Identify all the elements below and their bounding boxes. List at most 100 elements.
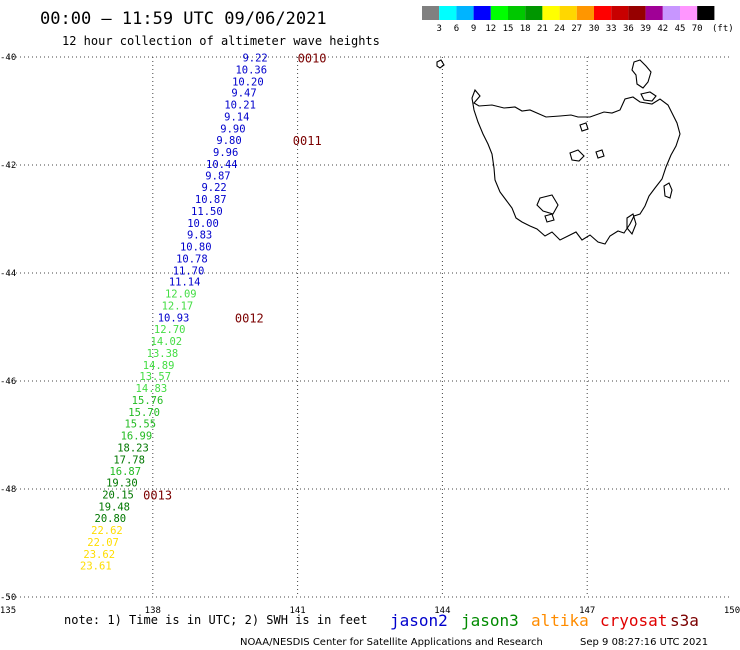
wave-height-value: 11.50 xyxy=(191,206,223,218)
wave-height-value: 9.22 xyxy=(201,182,226,194)
wave-height-value: 10.44 xyxy=(206,159,238,171)
scale-swatch xyxy=(697,6,715,20)
latitude-tick-labels: -40 -42 -44 -46 -48 -50 xyxy=(0,53,16,603)
wave-height-value: 18.23 xyxy=(117,442,149,454)
scale-swatch xyxy=(662,6,680,20)
satellite-legend-jason2: jason2 xyxy=(390,611,448,630)
arthur-lakes xyxy=(579,122,589,132)
color-scale: 3 6 9 12 15 18 21 24 27 30 33 36 39 42 45 70 xyxy=(422,6,715,34)
tasmania-mainland xyxy=(471,88,681,245)
wave-height-value: 9.47 xyxy=(231,88,256,100)
wave-height-value: 13.38 xyxy=(147,348,179,360)
scale-swatch xyxy=(508,6,526,20)
time-stamp-label: 0013 xyxy=(143,488,172,502)
scale-swatch xyxy=(680,6,698,20)
longitude-tick: 150 xyxy=(724,606,740,616)
cape-barren-island xyxy=(640,91,657,102)
scale-swatch xyxy=(456,6,474,20)
scale-swatch xyxy=(439,6,457,20)
satellite-legend-altika: altika xyxy=(531,611,589,630)
latitude-tick: -46 xyxy=(0,377,16,387)
time-stamp-label: 0011 xyxy=(293,134,322,148)
wave-height-value: 10.93 xyxy=(158,312,190,324)
lake-crescent xyxy=(595,149,605,159)
lake-gordon xyxy=(536,194,559,215)
scale-tick-label: 30 xyxy=(589,24,600,34)
wave-height-value: 12.17 xyxy=(162,300,194,312)
footer-note: note: 1) Time is in UTC; 2) SWH is in fe… xyxy=(64,613,367,627)
scale-swatch xyxy=(559,6,577,20)
latitude-tick: -40 xyxy=(0,53,16,63)
scale-swatch xyxy=(645,6,663,20)
scale-tick-label: 33 xyxy=(606,24,617,34)
wave-height-value: 11.14 xyxy=(169,277,201,289)
scale-swatch xyxy=(542,6,560,20)
wave-height-value: 19.30 xyxy=(106,478,138,490)
scale-tick-label: 36 xyxy=(623,24,634,34)
bruny-island xyxy=(626,213,637,236)
wave-height-value: 9.87 xyxy=(205,170,230,182)
scale-unit-label: (ft) xyxy=(712,24,734,34)
latitude-tick: -50 xyxy=(0,593,16,603)
wave-height-value: 15.70 xyxy=(128,407,160,419)
scale-tick-label: 18 xyxy=(520,24,531,34)
wave-height-value: 22.62 xyxy=(91,525,123,537)
lat-lon-grid xyxy=(8,56,732,598)
longitude-tick: 138 xyxy=(145,606,161,616)
scale-tick-label: 24 xyxy=(554,24,565,34)
scale-tick-label: 21 xyxy=(537,24,548,34)
scale-tick-label: 42 xyxy=(657,24,668,34)
scale-tick-label: 9 xyxy=(471,24,476,34)
scale-tick-label: 3 xyxy=(436,24,441,34)
lake-pedder xyxy=(544,213,555,223)
longitude-tick: 147 xyxy=(579,606,595,616)
wave-height-value: 10.80 xyxy=(180,242,212,254)
satellite-legend-cryosat: cryosat xyxy=(600,611,667,630)
latitude-tick: -48 xyxy=(0,485,16,495)
wave-height-value: 10.78 xyxy=(176,253,208,265)
scale-swatch xyxy=(525,6,543,20)
scale-swatch xyxy=(628,6,646,20)
king-island xyxy=(436,59,445,69)
wave-height-value: 23.62 xyxy=(83,549,115,561)
wave-height-value: 9.83 xyxy=(187,230,212,242)
scale-tick-label: 45 xyxy=(675,24,686,34)
latitude-tick: -44 xyxy=(0,269,16,279)
scale-tick-label: 6 xyxy=(454,24,459,34)
scale-swatch xyxy=(422,6,440,20)
altimeter-observations: 9.2210.3610.209.4710.219.149.909.809.961… xyxy=(80,53,268,573)
lake-great xyxy=(569,149,585,162)
footer-credit: NOAA/NESDIS Center for Satellite Applica… xyxy=(240,637,543,648)
wave-height-value: 17.78 xyxy=(113,454,145,466)
wave-height-value: 23.61 xyxy=(80,561,112,573)
scale-swatch xyxy=(473,6,491,20)
latitude-tick: -42 xyxy=(0,161,16,171)
time-stamp-label: 0012 xyxy=(235,311,264,325)
wave-height-value: 16.87 xyxy=(109,466,141,478)
scale-swatch xyxy=(611,6,629,20)
wave-height-value: 12.09 xyxy=(165,289,197,301)
wave-height-value: 15.55 xyxy=(124,419,156,431)
wave-height-value: 9.80 xyxy=(216,135,241,147)
tasmania-coastline xyxy=(436,59,681,245)
longitude-tick: 135 xyxy=(0,606,16,616)
wave-height-value: 22.07 xyxy=(87,537,119,549)
wave-height-value: 9.90 xyxy=(220,123,245,135)
wave-height-value: 14.83 xyxy=(136,383,168,395)
wave-height-value: 10.00 xyxy=(187,218,219,230)
scale-swatch xyxy=(594,6,612,20)
scale-tick-label: 15 xyxy=(503,24,514,34)
scale-tick-label: 39 xyxy=(640,24,651,34)
scale-tick-label: 12 xyxy=(485,24,496,34)
wave-height-value: 20.15 xyxy=(102,489,134,501)
longitude-tick-labels: 135 138 141 144 147 150 xyxy=(0,606,740,616)
wave-height-value: 10.21 xyxy=(224,100,256,112)
satellite-legend: jason2 jason3 altika cryosat s3a xyxy=(390,611,699,630)
wave-height-value: 12.70 xyxy=(154,324,186,336)
scale-swatch xyxy=(576,6,594,20)
longitude-tick: 144 xyxy=(434,606,450,616)
flinders-island xyxy=(631,59,652,89)
longitude-tick: 141 xyxy=(289,606,305,616)
scale-tick-label: 27 xyxy=(571,24,582,34)
